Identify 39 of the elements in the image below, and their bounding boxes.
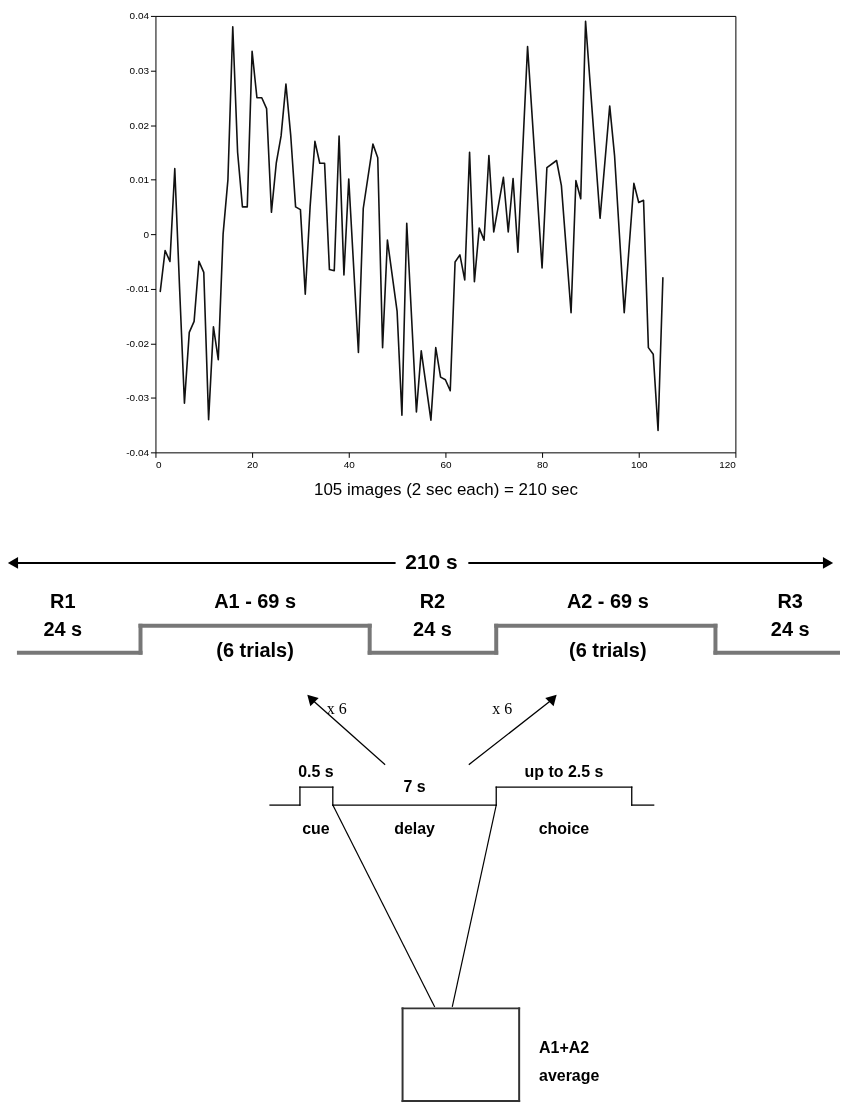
text: choice (538, 820, 590, 837)
text: (6 trials) (569, 638, 647, 661)
x-tick-label: 120 (719, 458, 737, 470)
line-series (159, 20, 664, 432)
x-tick-label: 20 (247, 458, 259, 470)
y-tick-label: 0.02 (129, 119, 150, 131)
y-tick-label: 0 (143, 228, 150, 240)
y-tick-label: 0.04 (129, 10, 150, 22)
y-tick-label: -0.03 (126, 392, 150, 404)
x-tick-label: 60 (440, 458, 452, 470)
text: up to 2.5 s (524, 763, 604, 781)
text: delay (394, 820, 436, 837)
y-tick-label: -0.04 (126, 446, 150, 458)
text: A1 - 69 s (214, 589, 297, 612)
text: 24 s (413, 617, 452, 640)
y-tick-label: -0.01 (126, 283, 150, 295)
text: 24 s (770, 617, 810, 640)
text: (6 trials) (216, 638, 294, 661)
text: 0.5 s (298, 763, 334, 781)
y-tick-label: 0.01 (129, 174, 150, 186)
text: R1 (50, 589, 76, 612)
text: x 6 (326, 700, 347, 718)
x-axis-title: 105 images (2 sec each) = 210 sec (313, 479, 579, 499)
x-tick-label: 80 (537, 458, 549, 470)
text: A2 - 69 s (566, 589, 649, 612)
y-tick-label: 0.03 (129, 64, 150, 76)
y-tick-label: -0.02 (126, 337, 150, 349)
text: cue (302, 820, 330, 837)
text: 210 s (405, 549, 458, 573)
text: 7 s (403, 778, 426, 796)
text: 24 s (43, 617, 83, 640)
x-tick-label: 0 (155, 458, 162, 470)
x-tick-label: 40 (343, 458, 356, 470)
text: A1+A2 (539, 1039, 590, 1057)
text: x 6 (492, 700, 513, 718)
text: R2 (419, 589, 446, 612)
x-tick-label: 100 (630, 458, 648, 470)
text: average (539, 1067, 600, 1085)
text: R3 (777, 589, 803, 612)
